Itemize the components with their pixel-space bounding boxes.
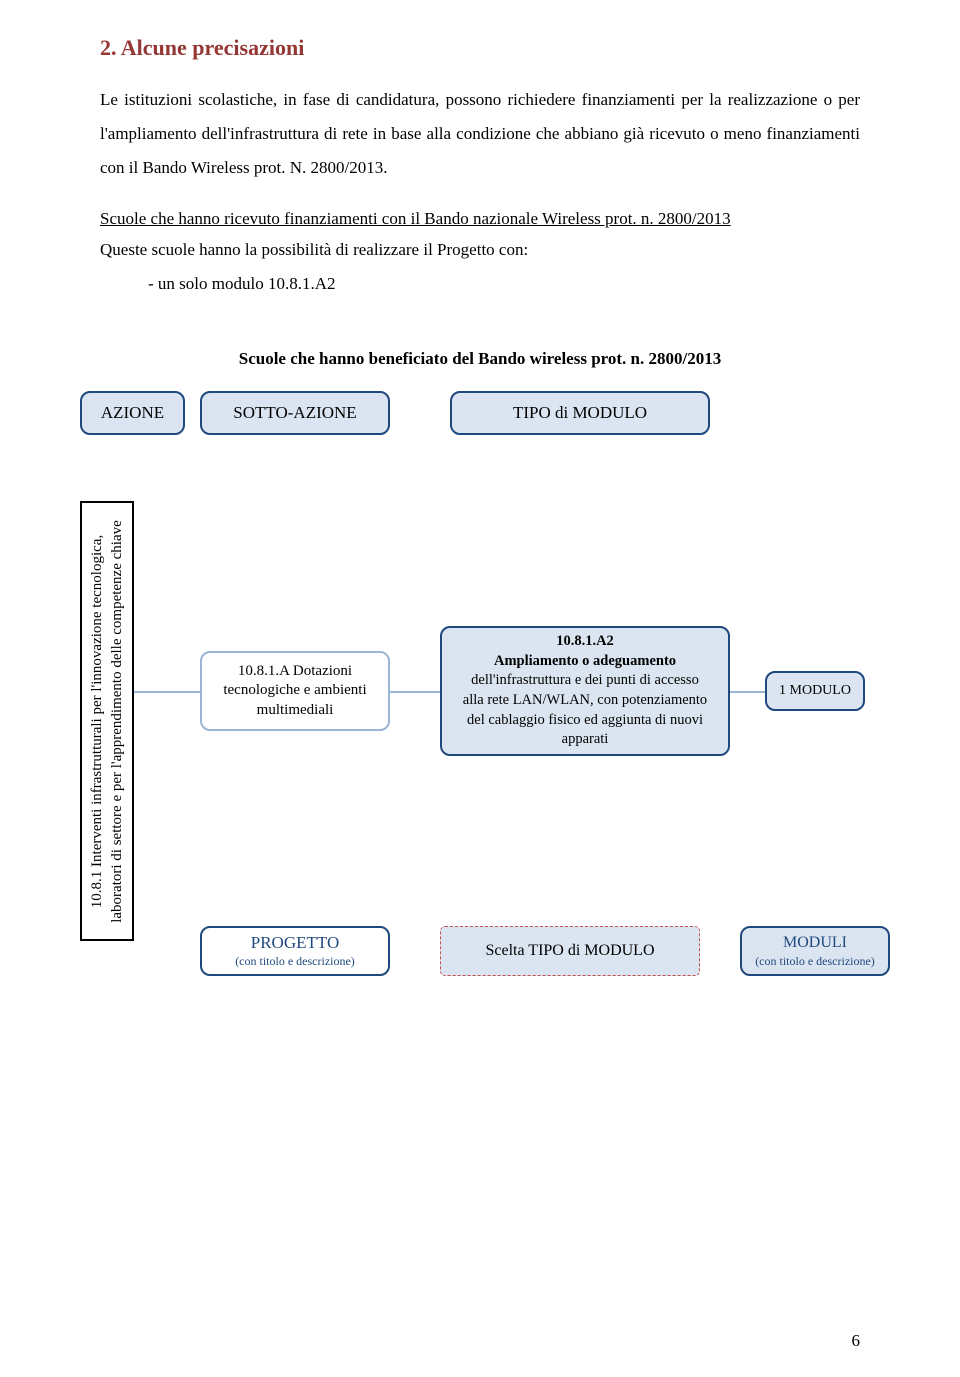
module-line5: apparati [562,730,609,750]
scelta-tipo-label: Scelta TIPO di MODULO [485,942,654,960]
section-title: 2. Alcune precisazioni [100,35,860,61]
module-line2: dell'infrastruttura e dei punti di acces… [471,671,699,691]
connector-line-3 [730,691,765,693]
module-line4: del cablaggio fisico ed aggiunta di nuov… [467,711,703,731]
moduli-box: MODULI (con titolo e descrizione) [740,926,890,976]
page-number: 6 [852,1331,861,1351]
tipo-modulo-label: TIPO di MODULO [513,403,647,423]
connector-line-1 [134,691,200,693]
module-line3: alla rete LAN/WLAN, con potenziamento [463,691,707,711]
vertical-azione-box: 10.8.1 Interventi infrastrutturali per l… [80,501,134,941]
progetto-label: PROGETTO [251,932,339,954]
flowchart-diagram: AZIONE SOTTO-AZIONE TIPO di MODULO 10.8.… [100,391,860,1031]
one-module-label: 1 MODULO [779,683,851,699]
tipo-modulo-box: 10.8.1.A2 Ampliamento o adeguamento dell… [440,626,730,756]
sotto-azione-header: SOTTO-AZIONE [200,391,390,435]
azione-label: AZIONE [101,403,164,423]
subsection-underlined: Scuole che hanno ricevuto finanziamenti … [100,209,860,229]
module-line1: Ampliamento o adeguamento [494,652,676,672]
sotto-azione-label: SOTTO-AZIONE [233,403,356,423]
list-intro: Queste scuole hanno la possibilità di re… [100,233,860,267]
connector-line-2 [390,691,440,693]
vertical-azione-text: 10.8.1 Interventi infrastrutturali per l… [88,520,127,923]
intro-paragraph: Le istituzioni scolastiche, in fase di c… [100,83,860,185]
sotto-azione-box: 10.8.1.A Dotazioni tecnologiche e ambien… [200,651,390,731]
scelta-tipo-box: Scelta TIPO di MODULO [440,926,700,976]
list-item: - un solo modulo 10.8.1.A2 [148,267,860,301]
moduli-sub: (con titolo e descrizione) [755,954,875,970]
one-module-box: 1 MODULO [765,671,865,711]
moduli-label: MODULI [783,933,847,954]
progetto-sub: (con titolo e descrizione) [235,954,355,970]
azione-header: AZIONE [80,391,185,435]
diagram-title: Scuole che hanno beneficiato del Bando w… [100,349,860,369]
module-code: 10.8.1.A2 [556,632,614,652]
tipo-modulo-header: TIPO di MODULO [450,391,710,435]
sotto-azione-text: 10.8.1.A Dotazioni tecnologiche e ambien… [212,662,378,721]
progetto-box: PROGETTO (con titolo e descrizione) [200,926,390,976]
